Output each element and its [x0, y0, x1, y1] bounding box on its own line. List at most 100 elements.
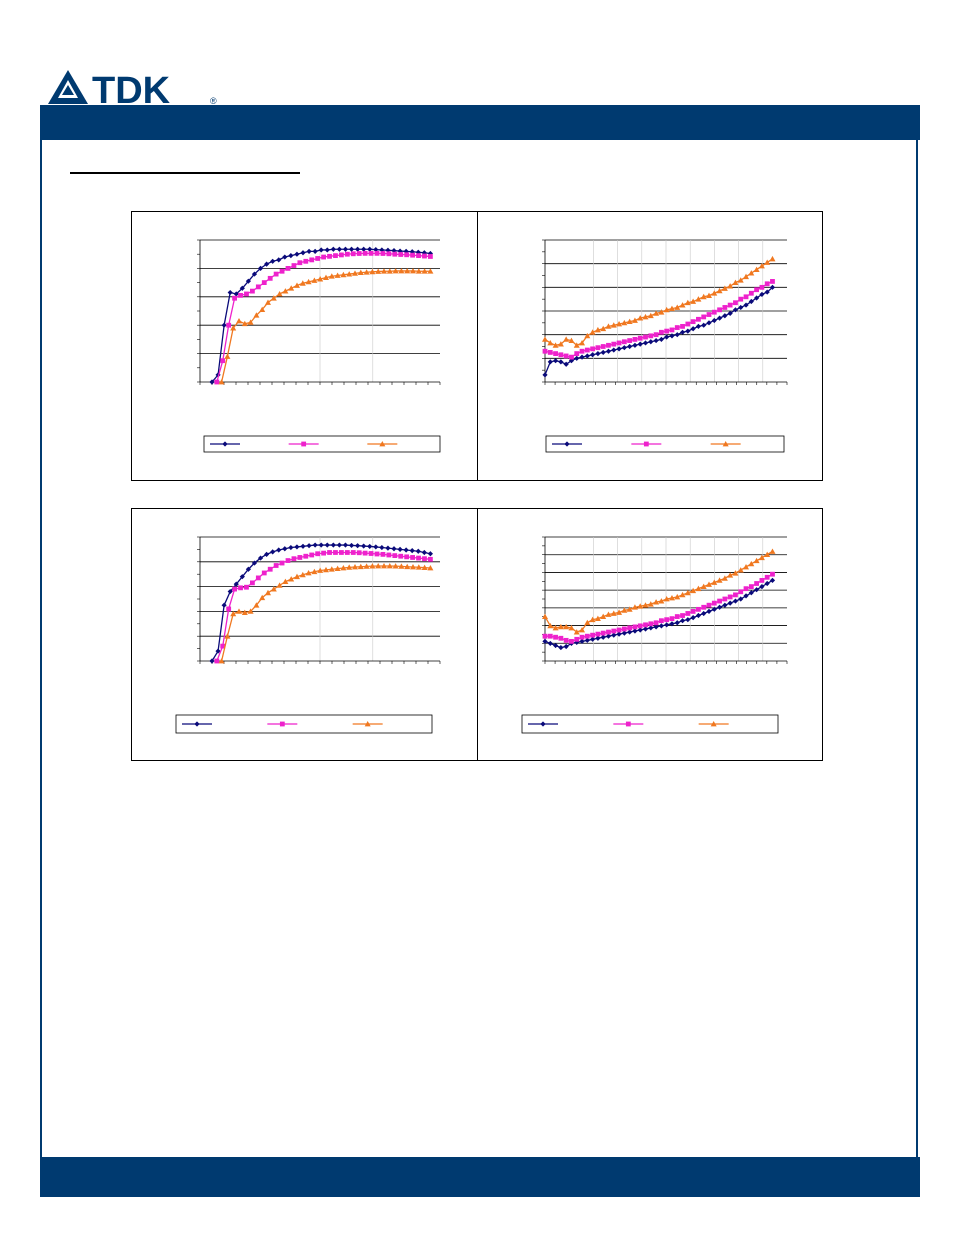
series-point-3 — [305, 278, 312, 285]
series-point-1 — [318, 542, 324, 548]
series-point-3 — [743, 563, 750, 570]
series-point-3 — [357, 269, 364, 276]
series-point-1 — [563, 643, 569, 650]
series-point-2 — [368, 250, 374, 256]
series-point-3 — [658, 598, 665, 604]
legend-marker-3 — [710, 721, 717, 727]
series-point-2 — [362, 550, 368, 556]
series-point-3 — [711, 290, 718, 296]
series-point-2 — [285, 558, 291, 563]
legend-box — [521, 714, 779, 734]
tdk-logo: TDK ® — [48, 70, 217, 106]
series-point-2 — [279, 560, 285, 566]
series-point-2 — [764, 281, 770, 287]
series-point-3 — [352, 270, 358, 276]
series-point-1 — [552, 358, 559, 364]
series-point-2 — [563, 637, 569, 643]
series-point-2 — [664, 617, 670, 623]
series-point-1 — [679, 329, 686, 335]
series-point-3 — [404, 563, 411, 570]
series-point-2 — [273, 563, 279, 568]
series-point-3 — [663, 306, 670, 313]
loss-chart-top — [542, 239, 788, 453]
series-point-1 — [348, 246, 355, 252]
series-point-2 — [711, 600, 717, 606]
series-point-2 — [627, 625, 633, 631]
chart-panel-top — [131, 211, 823, 481]
series-point-3 — [542, 336, 548, 342]
series-point-1 — [738, 304, 744, 311]
series-point-1 — [738, 596, 744, 602]
series-point-2 — [303, 258, 309, 264]
series-point-2 — [315, 551, 321, 557]
series-point-3 — [259, 306, 266, 312]
series-point-1 — [318, 247, 324, 253]
series-point-3 — [357, 563, 364, 570]
series-point-3 — [584, 619, 591, 626]
series-point-2 — [279, 268, 285, 274]
series-point-3 — [753, 557, 760, 564]
series-point-2 — [416, 555, 421, 561]
series-point-2 — [291, 556, 297, 562]
series-point-3 — [727, 572, 734, 578]
series-point-2 — [356, 550, 362, 556]
series-point-3 — [276, 290, 283, 297]
series-point-3 — [282, 288, 289, 294]
series-point-2 — [374, 551, 380, 557]
series-point-3 — [658, 309, 665, 315]
series-point-3 — [311, 277, 318, 283]
series-point-3 — [563, 623, 570, 630]
series-point-3 — [557, 623, 564, 630]
series-point-3 — [642, 602, 649, 608]
series-point-3 — [647, 601, 654, 607]
series-point-2 — [579, 348, 585, 354]
series-point-1 — [547, 359, 553, 365]
series-point-2 — [706, 312, 712, 317]
loss-chart-bottom — [521, 536, 788, 734]
series-point-3 — [288, 285, 295, 291]
legend-marker-1 — [564, 441, 570, 447]
series-point-1 — [348, 542, 355, 549]
series-point-2 — [759, 284, 765, 290]
series-point-2 — [722, 305, 728, 310]
series-point-2 — [232, 586, 237, 592]
series-point-1 — [722, 313, 728, 319]
legend-box — [203, 435, 441, 453]
series-point-1 — [547, 640, 553, 647]
series-point-3 — [758, 554, 765, 561]
series-point-2 — [392, 553, 398, 558]
series-point-1 — [542, 372, 548, 378]
series-point-2 — [648, 621, 654, 627]
tdk-logo-text: TDK — [92, 70, 171, 106]
series-point-1 — [690, 615, 696, 621]
series-point-2 — [267, 566, 273, 572]
series-point-2 — [297, 555, 303, 560]
series-point-1 — [605, 633, 612, 639]
series-point-3 — [600, 325, 607, 332]
series-point-3 — [415, 268, 422, 274]
series-point-3 — [663, 596, 670, 602]
series-point-2 — [616, 627, 622, 633]
series-point-3 — [334, 272, 341, 278]
series-point-2 — [273, 271, 279, 277]
series-point-3 — [674, 593, 681, 600]
series-point-3 — [605, 323, 612, 329]
series-point-2 — [398, 553, 404, 559]
series-point-1 — [716, 604, 723, 610]
series-point-3 — [705, 292, 712, 299]
series-point-2 — [754, 287, 760, 293]
series-point-1 — [637, 627, 643, 633]
series-point-1 — [743, 593, 749, 599]
series-point-3 — [282, 578, 289, 585]
series-point-3 — [346, 564, 353, 570]
series-point-3 — [421, 268, 428, 274]
series-point-3 — [542, 613, 548, 619]
series-point-1 — [312, 542, 318, 548]
series-point-3 — [410, 564, 416, 570]
series-point-1 — [276, 547, 282, 553]
series-point-2 — [226, 322, 232, 328]
series-point-3 — [270, 295, 277, 301]
frame-left-border — [40, 140, 42, 1160]
series-point-3 — [270, 586, 277, 592]
series-point-1 — [324, 247, 330, 253]
